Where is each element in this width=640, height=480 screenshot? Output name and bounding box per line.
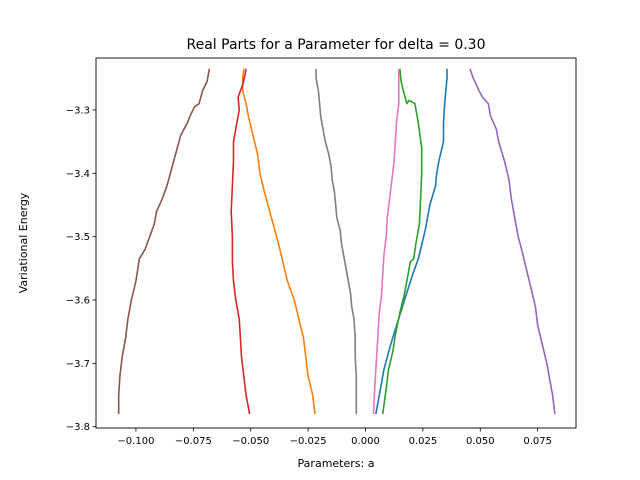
x-tick-label: −0.050 — [232, 436, 269, 447]
y-tick-label: −3.4 — [66, 169, 90, 180]
series-line-7 — [372, 68, 400, 415]
plot-area — [117, 68, 556, 415]
y-axis: −3.3 −3.4 −3.5 −3.6 −3.7 −3.8 — [66, 105, 96, 433]
x-axis: −0.100 −0.075 −0.050 −0.025 0.000 0.025 0.050 0… — [117, 428, 552, 447]
series-line-1 — [375, 68, 448, 415]
x-tick-label: 0.000 — [351, 436, 380, 447]
series-line-5 — [469, 68, 556, 415]
x-axis-title: Parameters: a — [298, 457, 375, 470]
y-tick-label: −3.8 — [66, 422, 90, 433]
y-tick-label: −3.3 — [66, 105, 90, 116]
y-tick-label: −3.7 — [66, 359, 90, 370]
series-line-6 — [117, 68, 211, 415]
y-axis-title: Variational Energy — [17, 192, 30, 293]
x-tick-label: 0.025 — [409, 436, 438, 447]
series-line-2 — [241, 68, 316, 415]
series-line-4 — [230, 68, 251, 415]
y-tick-label: −3.5 — [66, 232, 90, 243]
x-tick-label: 0.075 — [523, 436, 552, 447]
plot-frame — [95, 57, 577, 429]
x-tick-label: −0.100 — [117, 436, 154, 447]
y-tick-label: −3.6 — [66, 296, 90, 307]
x-tick-label: −0.075 — [175, 436, 212, 447]
x-tick-label: 0.050 — [466, 436, 495, 447]
series-line-8 — [315, 68, 358, 415]
x-tick-label: −0.025 — [290, 436, 327, 447]
series-line-3 — [381, 68, 423, 415]
chart-title: Real Parts for a Parameter for delta = 0… — [187, 37, 486, 53]
